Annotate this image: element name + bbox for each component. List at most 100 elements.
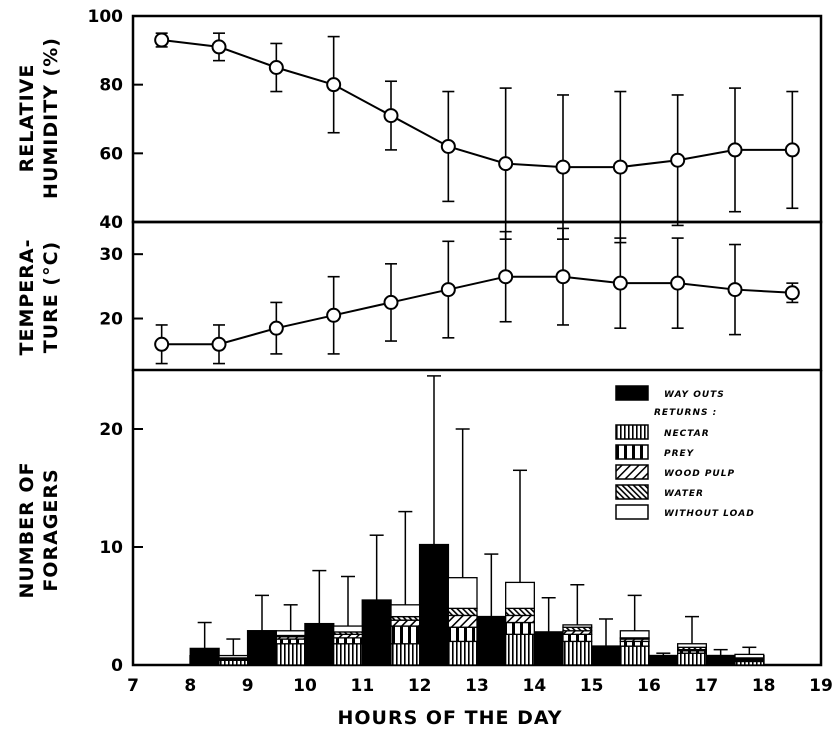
returns-prey-segment — [619, 640, 650, 647]
way-outs-bar — [189, 647, 220, 666]
temperature-data-point — [154, 336, 170, 352]
legend-prey-swatch — [615, 444, 649, 460]
humidity-ylabel-line2: HUMIDITY (%) — [40, 37, 62, 199]
way-outs-bar — [476, 615, 507, 666]
humidity-data-point — [670, 152, 686, 168]
way-outs-bar — [304, 622, 335, 666]
returns-water-segment — [505, 607, 535, 617]
humidity-panel-frame — [131, 14, 823, 224]
legend-wood-pulp-swatch — [615, 464, 649, 480]
legend: WAY OUTS RETURNS : NECTAR PREY WOOD PULP… — [615, 385, 755, 520]
returns-without-load-segment — [275, 630, 306, 637]
humidity-ytick-label: 60 — [99, 144, 123, 164]
temperature-ytick-label: 30 — [99, 245, 123, 265]
temperature-ylabel-line2: TURE (°C) — [40, 241, 62, 353]
way-outs-bar — [418, 543, 450, 666]
returns-without-load-segment — [447, 577, 478, 610]
legend-way-outs-label: WAY OUTS — [664, 390, 725, 400]
humidity-data-point — [211, 39, 227, 55]
foragers-ylabel-line2: FORAGERS — [40, 468, 62, 591]
humidity-data-point — [727, 142, 743, 158]
humidity-data-point — [326, 77, 342, 93]
x-tick-label: 19 — [809, 676, 833, 696]
temperature-data-point — [383, 294, 399, 310]
way-outs-bar — [361, 599, 392, 666]
returns-without-load-segment — [619, 630, 650, 639]
returns-wood-pulp-segment — [505, 614, 535, 624]
humidity-data-point — [784, 142, 800, 158]
returns-nectar-segment — [390, 643, 421, 666]
way-outs-bar — [246, 630, 278, 666]
humidity-data-point — [440, 138, 456, 154]
foragers-ytick-label: 0 — [111, 656, 123, 676]
humidity-ylabel-line1: RELATIVE — [16, 64, 38, 173]
returns-nectar-segment — [505, 633, 535, 666]
returns-without-load-segment — [333, 625, 363, 633]
legend-nectar-swatch — [615, 424, 649, 440]
humidity-data-point — [612, 159, 628, 175]
legend-way-outs-swatch — [615, 385, 649, 401]
humidity-data-point — [555, 159, 571, 175]
returns-wood-pulp-segment — [390, 619, 421, 627]
returns-nectar-segment — [218, 659, 249, 666]
humidity-data-point — [383, 108, 399, 124]
returns-without-load-segment — [218, 654, 249, 659]
returns-nectar-segment — [333, 643, 363, 666]
way-outs-bar — [533, 631, 564, 666]
humidity-ytick-label: 40 — [99, 213, 123, 233]
returns-nectar-segment — [562, 640, 593, 666]
x-tick-label: 8 — [184, 676, 196, 696]
returns-nectar-segment — [619, 645, 650, 666]
foragers-ylabel-line1: NUMBER OF — [16, 461, 38, 598]
foragers-ytick-label: 10 — [99, 538, 123, 558]
x-tick-label: 9 — [242, 676, 254, 696]
legend-without-load-label: WITHOUT LOAD — [664, 509, 755, 519]
x-tick-label: 11 — [350, 676, 374, 696]
temperature-data-point — [498, 269, 514, 285]
x-tick-label: 10 — [293, 676, 317, 696]
x-axis-title: HOURS OF THE DAY — [337, 707, 562, 729]
way-outs-bar — [590, 645, 622, 666]
temperature-data-point — [440, 282, 456, 298]
x-tick-label: 18 — [752, 676, 776, 696]
humidity-data-point — [268, 60, 284, 75]
legend-prey-label: PREY — [664, 449, 695, 459]
returns-nectar-segment — [677, 652, 707, 666]
returns-without-load-segment — [390, 604, 421, 618]
temperature-data-point — [727, 282, 743, 298]
returns-prey-segment — [390, 625, 421, 645]
returns-without-load-segment — [734, 653, 765, 659]
humidity-ytick-label: 80 — [99, 76, 123, 96]
legend-wood-pulp-label: WOOD PULP — [664, 469, 735, 479]
x-tick-label: 7 — [127, 676, 139, 696]
legend-nectar-label: NECTAR — [664, 429, 710, 439]
returns-nectar-segment — [447, 640, 478, 666]
returns-without-load-segment — [505, 581, 535, 610]
temperature-data-point — [326, 307, 342, 323]
returns-prey-segment — [447, 626, 478, 643]
temperature-data-point — [555, 269, 571, 285]
temperature-data-point — [612, 275, 628, 291]
x-tick-label: 16 — [637, 676, 661, 696]
temperature-data-point — [784, 285, 800, 301]
temperature-series-line — [161, 275, 793, 346]
temperature-data-point — [268, 320, 284, 336]
temperature-data-point — [670, 275, 686, 291]
temperature-panel-frame — [131, 220, 823, 372]
legend-water-label: WATER — [664, 489, 704, 499]
returns-prey-segment — [505, 621, 535, 635]
temperature-data-point — [211, 336, 227, 352]
legend-without-load-swatch — [615, 504, 649, 520]
humidity-ytick-label: 100 — [88, 7, 124, 27]
returns-prey-segment — [562, 633, 593, 643]
returns-without-load-segment — [562, 624, 593, 628]
way-outs-bar — [648, 654, 679, 666]
humidity-data-point — [498, 156, 514, 172]
foragers-ytick-label: 20 — [99, 420, 123, 440]
returns-wood-pulp-segment — [447, 614, 478, 628]
x-tick-label: 13 — [465, 676, 489, 696]
legend-water-swatch — [615, 484, 649, 500]
humidity-series-line — [161, 39, 793, 169]
returns-prey-segment — [275, 638, 306, 645]
humidity-data-point — [154, 32, 170, 48]
